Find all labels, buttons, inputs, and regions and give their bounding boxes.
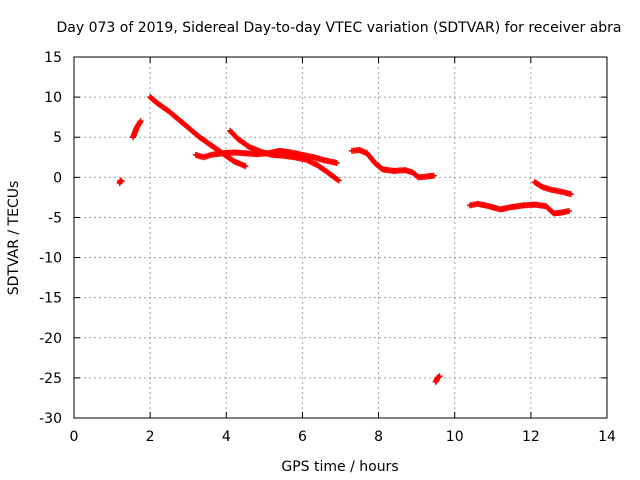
y-tick-label: -20 [39, 331, 62, 347]
y-tick-label: -25 [39, 371, 62, 387]
y-tick-label: -15 [39, 291, 62, 307]
data-point [335, 177, 342, 184]
plot-frame [73, 56, 608, 419]
y-tick-label: 5 [53, 130, 62, 146]
x-tick-label: 4 [222, 429, 231, 445]
y-tick-label: -30 [39, 411, 62, 427]
data-point [436, 373, 443, 380]
data-point [430, 172, 437, 179]
y-tick-label: -5 [48, 210, 62, 226]
data-point [137, 118, 144, 125]
y-tick-label: 0 [53, 170, 62, 186]
y-tick-label: 15 [44, 50, 62, 66]
y-tick-label: 10 [44, 90, 62, 106]
data-point [333, 159, 340, 166]
axis-ticks: 0 2 4 6 8 10 12 14 -30 -25 -20 -15 -10 -5 0 5 10 15 [39, 50, 616, 445]
data-point [334, 176, 341, 183]
y-tick-label: -10 [39, 251, 62, 267]
data-point [567, 191, 574, 198]
x-tick-label: 6 [298, 429, 307, 445]
x-tick-label: 2 [146, 429, 155, 445]
x-tick-label: 14 [598, 429, 616, 445]
chart-title: Day 073 of 2019, Sidereal Day-to-day VTE… [56, 20, 621, 36]
x-tick-label: 12 [522, 429, 540, 445]
y-axis-title: SDTVAR / TECUs [6, 181, 22, 296]
grid-lines [74, 57, 607, 418]
data-point [118, 178, 125, 185]
x-axis-title: GPS time / hours [281, 459, 398, 475]
data-point [435, 374, 442, 381]
x-tick-label: 8 [374, 429, 383, 445]
data-point [565, 208, 572, 215]
x-tick-label: 10 [446, 429, 464, 445]
data-point [242, 163, 249, 170]
x-tick-label: 0 [70, 429, 79, 445]
data-points [116, 94, 574, 385]
